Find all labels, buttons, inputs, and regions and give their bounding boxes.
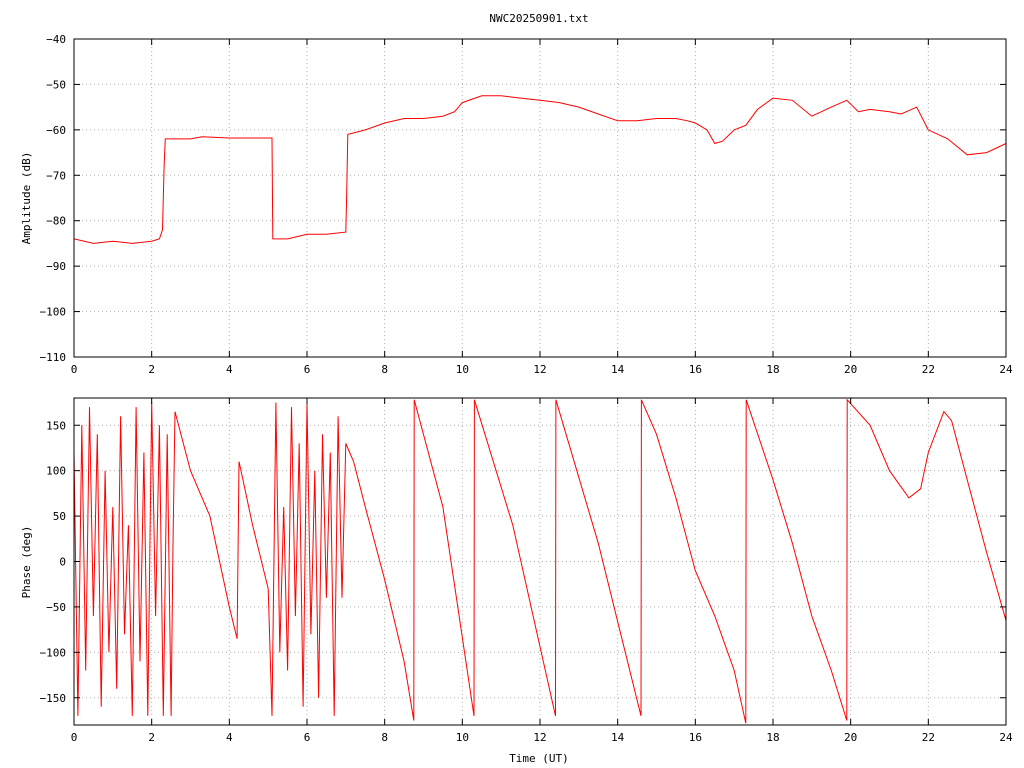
amplitude-xtick-label: 12	[533, 363, 546, 376]
amplitude-ticks: 0 2 4 6 8 10 12 14 16 18 20 22 24−110−100−90−80−70−6…	[40, 33, 1013, 376]
amplitude-xtick-label: 16	[689, 363, 702, 376]
phase-xtick-label: 10	[456, 731, 469, 744]
amplitude-xtick-label: 24	[999, 363, 1013, 376]
amplitude-ylabel: Amplitude (dB)	[20, 152, 33, 245]
phase-xtick-label: 14	[611, 731, 625, 744]
phase-ytick-label: −100	[40, 646, 67, 659]
phase-xtick-label: 16	[689, 731, 702, 744]
amplitude-series-line	[73, 95, 1007, 244]
phase-ylabel: Phase (deg)	[20, 526, 33, 599]
amplitude-grid	[74, 39, 1006, 357]
amplitude-ytick-label: −50	[46, 78, 66, 91]
amplitude-xtick-label: 18	[766, 363, 779, 376]
phase-ytick-label: −50	[46, 601, 66, 614]
amplitude-panel: 0 2 4 6 8 10 12 14 16 18 20 22 24−110−100−90−80−70−6…	[20, 33, 1013, 376]
phase-xtick-label: 4	[226, 731, 233, 744]
phase-series-line	[73, 398, 1007, 724]
amplitude-xtick-label: 22	[922, 363, 935, 376]
amplitude-xtick-label: 4	[226, 363, 233, 376]
phase-xtick-label: 18	[766, 731, 779, 744]
amplitude-ytick-label: −80	[46, 215, 66, 228]
amplitude-xtick-label: 14	[611, 363, 625, 376]
phase-xtick-label: 2	[148, 731, 155, 744]
phase-xlabel: Time (UT)	[509, 752, 569, 765]
amplitude-plot-frame	[73, 38, 1007, 358]
phase-ytick-label: 50	[53, 510, 66, 523]
amplitude-xtick-label: 2	[148, 363, 155, 376]
phase-panel: 0 2 4 6 8 10 12 14 16 18 20 22 24−150−100−5005010015…	[20, 397, 1013, 765]
amplitude-ytick-label: −70	[46, 169, 66, 182]
phase-ytick-label: 150	[46, 419, 66, 432]
phase-ytick-label: 100	[46, 465, 66, 478]
chart-title: NWC20250901.txt	[489, 12, 588, 25]
amplitude-xtick-label: 0	[71, 363, 78, 376]
phase-xtick-label: 6	[304, 731, 311, 744]
amplitude-xtick-label: 10	[456, 363, 469, 376]
amplitude-ytick-label: −40	[46, 33, 66, 46]
phase-xtick-label: 8	[381, 731, 388, 744]
amplitude-ytick-label: −90	[46, 260, 66, 273]
amplitude-ytick-label: −110	[40, 351, 67, 364]
phase-xtick-label: 24	[999, 731, 1013, 744]
phase-xtick-label: 20	[844, 731, 857, 744]
amplitude-ytick-label: −100	[40, 306, 67, 319]
phase-ytick-label: −150	[40, 692, 67, 705]
phase-ticks: 0 2 4 6 8 10 12 14 16 18 20 22 24−150−100−5005010015…	[40, 398, 1013, 744]
phase-series	[73, 398, 1007, 724]
phase-ytick-label: 0	[59, 556, 66, 569]
phase-xtick-label: 0	[71, 731, 78, 744]
phase-xtick-label: 12	[533, 731, 546, 744]
amplitude-series	[73, 95, 1007, 244]
amplitude-xtick-label: 8	[381, 363, 388, 376]
phase-grid	[74, 398, 1006, 725]
amplitude-xtick-label: 6	[304, 363, 311, 376]
phase-xtick-label: 22	[922, 731, 935, 744]
amplitude-xtick-label: 20	[844, 363, 857, 376]
amplitude-ytick-label: −60	[46, 124, 66, 137]
